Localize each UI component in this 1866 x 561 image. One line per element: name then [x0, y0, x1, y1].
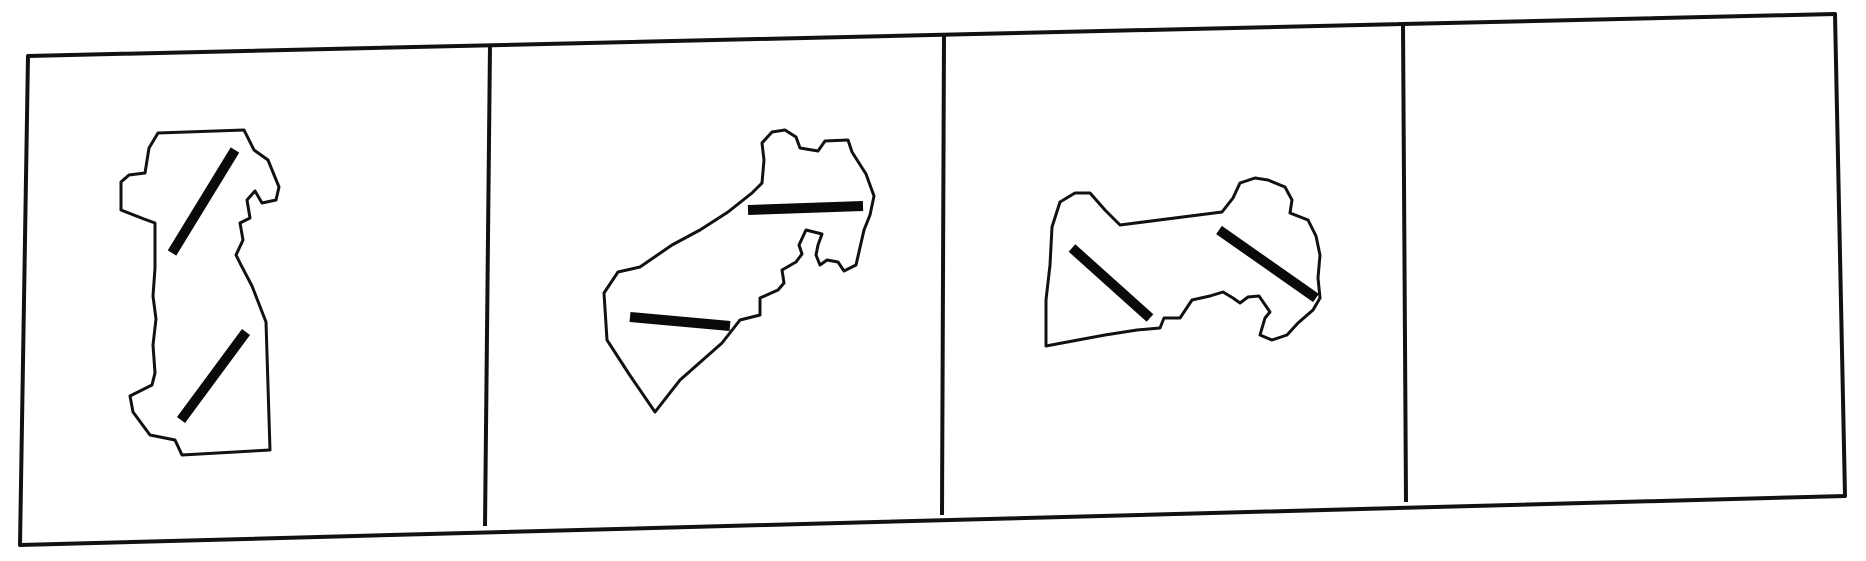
panel-1-bar-bottom: [176, 329, 251, 423]
panel-3: [1044, 176, 1322, 348]
panel-2-bar-top: [747, 201, 864, 215]
panel-3-bar-right: [1216, 225, 1319, 303]
panel-1-bar-top: [167, 147, 240, 256]
panel-1-shape: [119, 128, 281, 457]
panel-divider-1: [483, 44, 492, 527]
panel-3-bar-left: [1068, 244, 1154, 322]
panel-divider-2: [940, 33, 946, 516]
panel-2: [602, 128, 876, 414]
panel-divider-3: [1401, 23, 1408, 503]
panel-1: [119, 128, 281, 457]
panel-2-shape: [602, 128, 876, 414]
strip-frame: [18, 12, 1847, 547]
panel-2-bar-bottom: [629, 312, 731, 331]
panel-3-shape: [1044, 176, 1322, 348]
